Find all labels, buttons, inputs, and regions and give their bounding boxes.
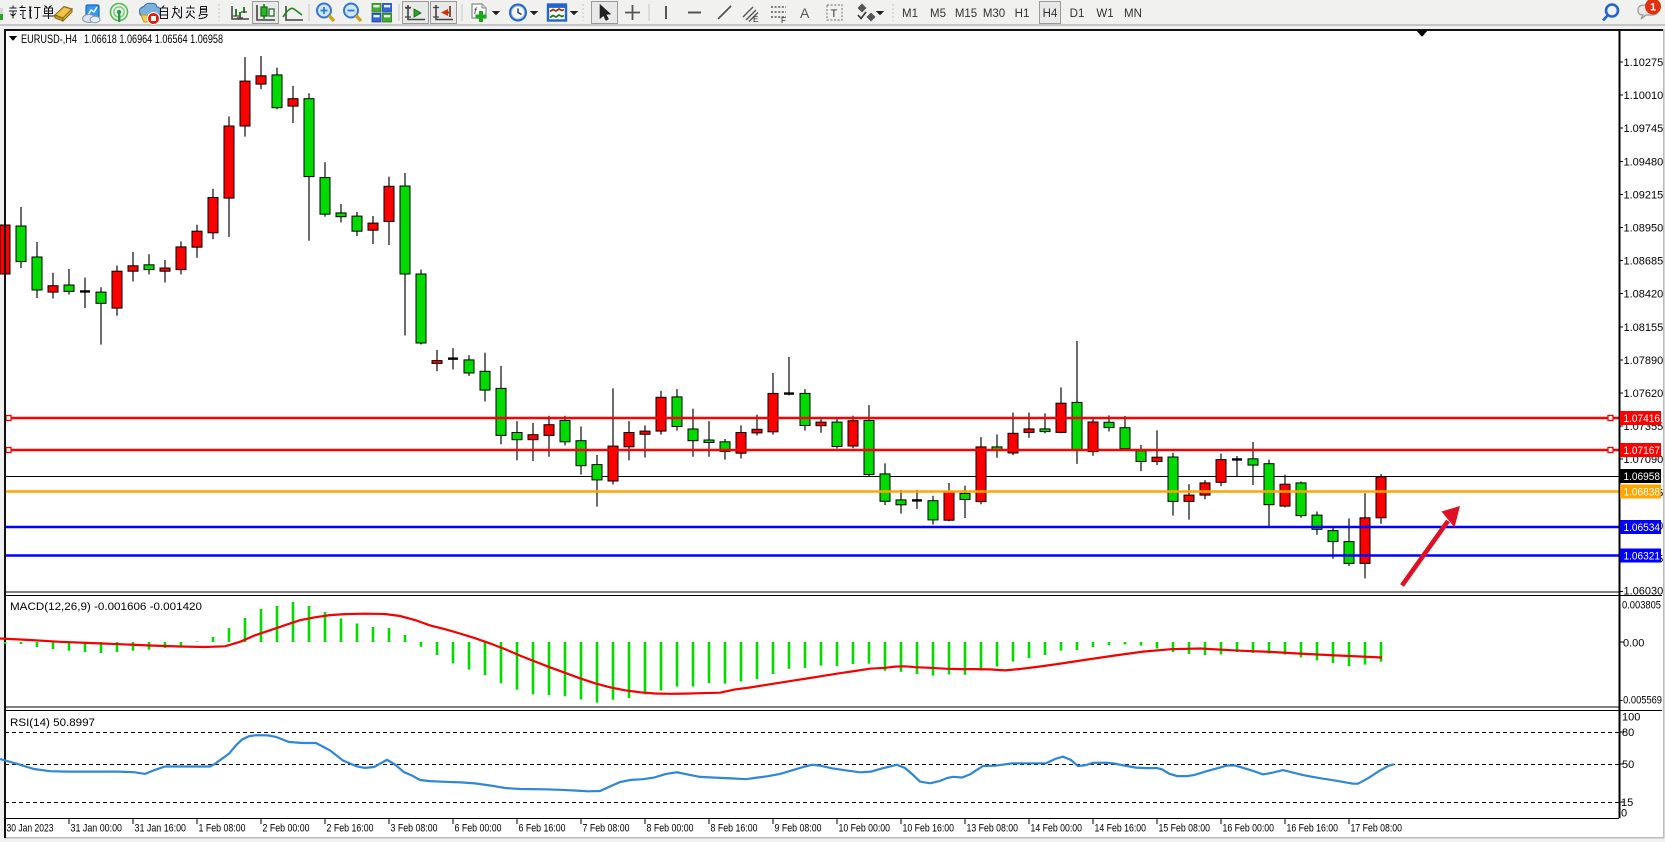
- svg-text:1.09745: 1.09745: [1624, 123, 1664, 135]
- svg-text:1.07416: 1.07416: [1624, 413, 1661, 425]
- svg-text:T: T: [831, 8, 838, 20]
- svg-text:1 Feb 08:00: 1 Feb 08:00: [199, 823, 246, 835]
- svg-text:1.06030: 1.06030: [1624, 586, 1664, 598]
- svg-text:13 Feb 08:00: 13 Feb 08:00: [967, 823, 1019, 835]
- svg-text:0.00: 0.00: [1623, 638, 1644, 650]
- svg-text:1.10275: 1.10275: [1624, 57, 1664, 69]
- svg-text:2 Feb 00:00: 2 Feb 00:00: [263, 823, 310, 835]
- svg-text:8 Feb 16:00: 8 Feb 16:00: [711, 823, 758, 835]
- svg-text:D1: D1: [1070, 8, 1085, 20]
- svg-text:M1: M1: [902, 8, 918, 20]
- svg-text:1: 1: [1650, 2, 1656, 14]
- svg-text:MN: MN: [1124, 8, 1142, 20]
- svg-text:H4: H4: [1043, 8, 1058, 20]
- svg-text:7 Feb 08:00: 7 Feb 08:00: [583, 823, 630, 835]
- svg-text:1.06321: 1.06321: [1624, 551, 1661, 563]
- svg-text:-0.005569: -0.005569: [1620, 695, 1662, 707]
- svg-text:6 Feb 16:00: 6 Feb 16:00: [519, 823, 566, 835]
- svg-text:10 Feb 16:00: 10 Feb 16:00: [903, 823, 955, 835]
- svg-text:1.07620: 1.07620: [1624, 388, 1664, 400]
- svg-text:31 Jan 00:00: 31 Jan 00:00: [71, 823, 123, 835]
- svg-text:30 Jan 2023: 30 Jan 2023: [7, 823, 54, 835]
- svg-text:1.08950: 1.08950: [1624, 223, 1664, 235]
- svg-text:W1: W1: [1096, 8, 1113, 20]
- svg-text:1.08155: 1.08155: [1624, 322, 1664, 334]
- svg-text:1.07167: 1.07167: [1624, 445, 1661, 457]
- svg-text:1.09480: 1.09480: [1624, 156, 1664, 168]
- svg-text:1.10010: 1.10010: [1624, 90, 1664, 102]
- svg-text:1.07890: 1.07890: [1624, 355, 1664, 367]
- svg-text:1.06958: 1.06958: [1624, 471, 1661, 483]
- svg-text:E: E: [753, 15, 758, 24]
- svg-text:1.07090: 1.07090: [1624, 454, 1664, 466]
- svg-text:15 Feb 08:00: 15 Feb 08:00: [1159, 823, 1211, 835]
- svg-text:1.06838: 1.06838: [1624, 487, 1661, 499]
- svg-text:M5: M5: [930, 8, 946, 20]
- svg-text:1.06618 1.06964 1.06564 1.0695: 1.06618 1.06964 1.06564 1.06958: [84, 32, 223, 46]
- svg-text:0.003805: 0.003805: [1622, 600, 1661, 612]
- svg-text:15: 15: [1621, 797, 1633, 809]
- svg-text:9 Feb 08:00: 9 Feb 08:00: [775, 823, 822, 835]
- svg-text:8 Feb 00:00: 8 Feb 00:00: [647, 823, 694, 835]
- svg-text:RSI(14) 50.8997: RSI(14) 50.8997: [10, 717, 95, 729]
- svg-text:f: f: [474, 6, 478, 16]
- svg-text:17 Feb 08:00: 17 Feb 08:00: [1351, 823, 1403, 835]
- svg-text:F: F: [781, 16, 786, 25]
- svg-text:1.09215: 1.09215: [1624, 189, 1664, 201]
- svg-text:2 Feb 16:00: 2 Feb 16:00: [327, 823, 374, 835]
- svg-text:10 Feb 00:00: 10 Feb 00:00: [839, 823, 891, 835]
- svg-text:14 Feb 00:00: 14 Feb 00:00: [1031, 823, 1083, 835]
- svg-text:1.08685: 1.08685: [1624, 256, 1664, 268]
- svg-text:16 Feb 16:00: 16 Feb 16:00: [1287, 823, 1339, 835]
- svg-text:3 Feb 08:00: 3 Feb 08:00: [391, 823, 438, 835]
- svg-text:14 Feb 16:00: 14 Feb 16:00: [1095, 823, 1147, 835]
- svg-text:0: 0: [1621, 808, 1627, 820]
- svg-text:16 Feb 00:00: 16 Feb 00:00: [1223, 823, 1275, 835]
- svg-text:M15: M15: [955, 8, 977, 20]
- svg-text:31 Jan 16:00: 31 Jan 16:00: [135, 823, 187, 835]
- svg-text:MACD(12,26,9) -0.001606 -0.001: MACD(12,26,9) -0.001606 -0.001420: [10, 601, 202, 613]
- svg-text:80: 80: [1622, 727, 1634, 739]
- svg-text:1.06534: 1.06534: [1624, 522, 1661, 534]
- svg-text:1.08420: 1.08420: [1624, 289, 1664, 301]
- svg-text:M30: M30: [983, 8, 1005, 20]
- svg-text:6 Feb 00:00: 6 Feb 00:00: [455, 823, 502, 835]
- svg-text:50: 50: [1622, 759, 1634, 771]
- svg-text:100: 100: [1622, 712, 1640, 724]
- svg-text:A: A: [800, 5, 810, 21]
- svg-text:EURUSD-,H4: EURUSD-,H4: [21, 32, 77, 46]
- svg-text:H1: H1: [1015, 8, 1030, 20]
